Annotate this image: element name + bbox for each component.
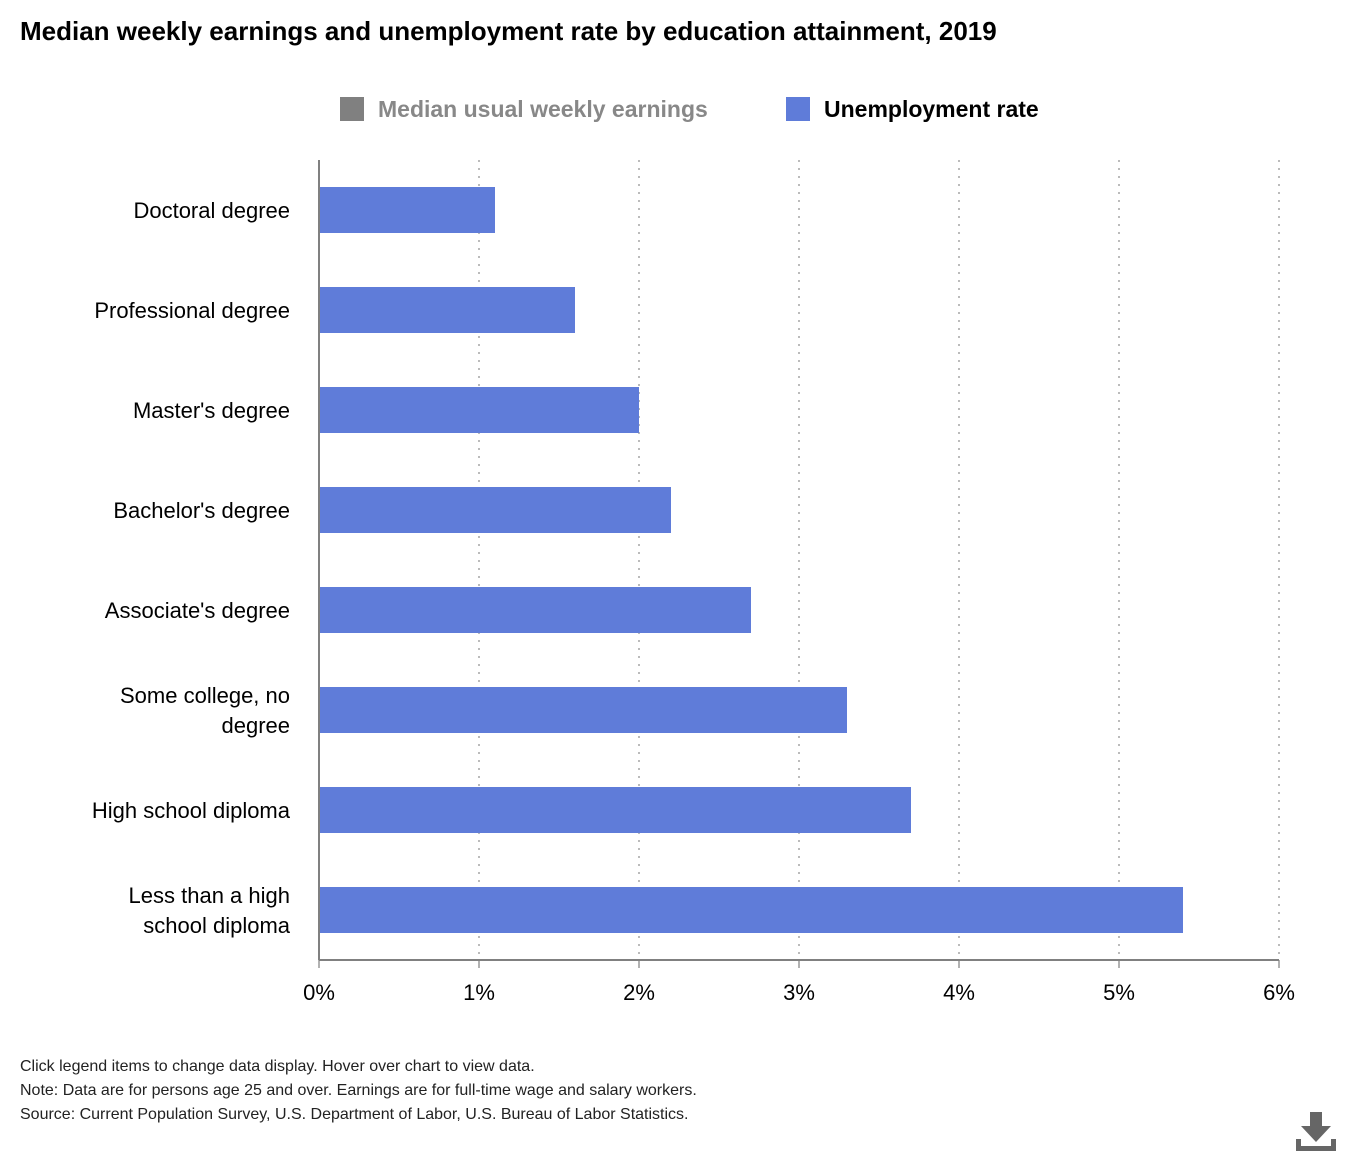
chart-tick-labels: 0% 1% 2% 3% 4% 5% 6% <box>303 980 1295 1005</box>
bar-bachelor-s-degree[interactable] <box>319 487 671 533</box>
category-label-high-school-diploma: High school diploma <box>92 798 291 823</box>
x-tick-label-4: 4% <box>943 980 975 1005</box>
bar-professional-degree[interactable] <box>319 287 575 333</box>
chart-axes <box>318 160 1280 968</box>
legend-swatch-earnings <box>340 97 364 121</box>
chart-gridlines <box>478 160 1280 960</box>
x-tick-label-2: 2% <box>623 980 655 1005</box>
bar-chart[interactable]: Doctoral degree Professional degree Master… <box>0 140 1360 1020</box>
x-tick-label-6: 6% <box>1263 980 1295 1005</box>
download-icon <box>1296 1112 1336 1151</box>
category-label-some-college-no-degree: Some college, no degree <box>120 683 290 738</box>
category-label-professional-degree: Professional degree <box>94 298 290 323</box>
bar-less-than-a-high-school-diploma[interactable] <box>319 887 1183 933</box>
bar-associate-s-degree[interactable] <box>319 587 751 633</box>
legend-item-unemployment-rate[interactable]: Unemployment rate <box>786 94 1039 124</box>
bar-high-school-diploma[interactable] <box>319 787 911 833</box>
category-label-less-than-a-high-school-diploma: Less than a high school diploma <box>129 883 291 938</box>
x-tick-label-3: 3% <box>783 980 815 1005</box>
legend-item-median-weekly-earnings[interactable]: Median usual weekly earnings <box>340 94 708 124</box>
x-tick-label-5: 5% <box>1103 980 1135 1005</box>
legend-swatch-unemployment <box>786 97 810 121</box>
chart-bars <box>319 187 1183 933</box>
category-label-master-s-degree: Master's degree <box>133 398 290 423</box>
bar-some-college-no-degree[interactable] <box>319 687 847 733</box>
chart-legend: Median usual weekly earnings Unemploymen… <box>0 94 1360 124</box>
legend-label-unemployment: Unemployment rate <box>824 95 1039 122</box>
chart-note-text: Note: Data are for persons age 25 and ov… <box>20 1082 697 1099</box>
x-tick-label-0: 0% <box>303 980 335 1005</box>
chart-notes: Click legend items to change data displa… <box>20 1055 697 1127</box>
chart-category-labels: Doctoral degree Professional degree Master… <box>92 198 291 938</box>
x-tick-label-1: 1% <box>463 980 495 1005</box>
category-label-associate-s-degree: Associate's degree <box>105 598 290 623</box>
chart-hint-text: Click legend items to change data displa… <box>20 1058 535 1075</box>
bar-master-s-degree[interactable] <box>319 387 639 433</box>
legend-label-earnings: Median usual weekly earnings <box>378 95 708 122</box>
category-label-bachelor-s-degree: Bachelor's degree <box>113 498 290 523</box>
download-button[interactable] <box>1294 1110 1338 1154</box>
chart-source-text: Source: Current Population Survey, U.S. … <box>20 1106 689 1123</box>
chart-title: Median weekly earnings and unemployment … <box>20 16 997 46</box>
bar-doctoral-degree[interactable] <box>319 187 495 233</box>
category-label-doctoral-degree: Doctoral degree <box>133 198 290 223</box>
